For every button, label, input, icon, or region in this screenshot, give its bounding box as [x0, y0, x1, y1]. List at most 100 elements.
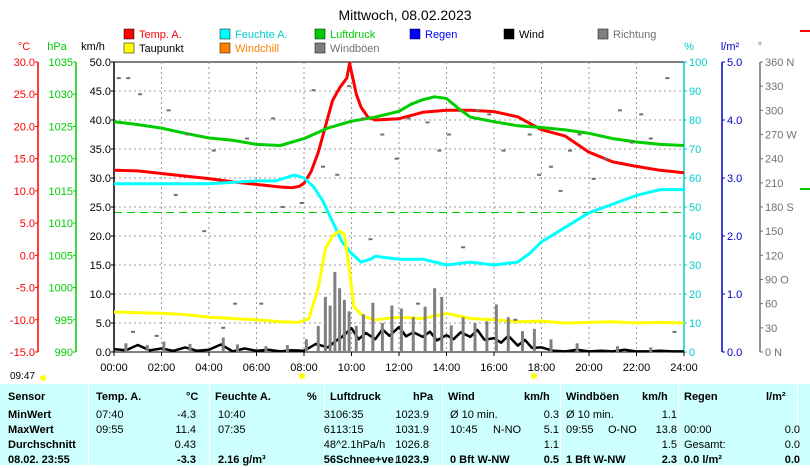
gust-bar — [380, 323, 384, 352]
cell-w-val: 5.1 — [543, 424, 559, 436]
col-separator — [560, 384, 561, 465]
header-temp-unit: °C — [186, 391, 199, 403]
legend-swatch — [597, 28, 609, 40]
gust-bar — [390, 305, 394, 352]
col-separator — [797, 384, 798, 465]
x-tick-label: 08:00 — [290, 362, 318, 374]
direction-point — [513, 318, 518, 321]
dir-tick-label: 360 N — [765, 57, 794, 69]
cell-h-time: 10:40 — [218, 409, 246, 421]
header-wind: Wind — [448, 391, 475, 403]
header-sensor: Sensor — [8, 391, 46, 403]
direction-point — [577, 133, 582, 136]
statistics-table: Sensor Temp. A. °C Feuchte A. % Luftdruc… — [0, 384, 810, 466]
sunset-marker — [531, 373, 537, 379]
gust-bar — [221, 337, 225, 352]
cell-t-val: 11.4 — [175, 424, 196, 436]
cell-t-time: 09:55 — [96, 424, 124, 436]
legend-swatch — [219, 28, 231, 40]
legend-swatch — [123, 28, 135, 40]
direction-point — [280, 206, 285, 208]
legend-swatch — [123, 42, 135, 54]
cell-g-val: 1.1 — [661, 409, 677, 421]
hum-tick-label: 100 — [689, 57, 707, 69]
direction-point — [568, 149, 572, 152]
chart-title: Mittwoch, 08.02.2023 — [338, 7, 471, 23]
legend-swatch — [314, 42, 326, 54]
x-tick-label: 12:00 — [385, 362, 413, 374]
cell-label: 08.02. 23:55 — [8, 454, 70, 466]
dir-tick-label: 0 N — [765, 347, 782, 359]
wind-tick-label: 45.0 — [90, 86, 111, 98]
direction-point — [437, 149, 442, 152]
wind-tick-label: 40.0 — [90, 115, 111, 127]
series-windb-en — [124, 271, 653, 352]
legend-label: Luftdruck — [330, 29, 376, 41]
cell-r-time: 0.0 l/m² — [684, 454, 722, 466]
gust-bar — [162, 341, 166, 352]
temp-tick-label: 20.0 — [14, 121, 35, 133]
rain-tick-label: 5.0 — [727, 57, 742, 69]
x-tick-label: 22:00 — [623, 362, 651, 374]
direction-point — [185, 133, 190, 136]
gust-bar — [423, 306, 427, 352]
gust-bar — [449, 325, 453, 352]
gust-bar — [316, 325, 320, 352]
direction-point — [347, 85, 352, 88]
sunrise-marker — [299, 373, 305, 379]
direction-point — [672, 330, 677, 333]
legend-label: Windböen — [330, 43, 380, 55]
direction-point — [259, 302, 264, 305]
hum-tick-label: 80 — [689, 115, 701, 127]
wind-tick-label: 5.0 — [96, 318, 111, 330]
cell-w-val: 0.5 — [543, 454, 559, 466]
x-tick-label: 06:00 — [243, 362, 271, 374]
x-tick-label: 10:00 — [338, 362, 366, 374]
header-hum-unit: % — [307, 391, 317, 403]
col-separator — [209, 384, 210, 465]
direction-point — [311, 89, 316, 92]
gust-bar — [338, 288, 342, 352]
temp-tick-label: -15.0 — [10, 347, 35, 359]
hum-tick-label: 0 — [689, 347, 695, 359]
header-wind-unit: km/h — [524, 391, 550, 403]
direction-point — [116, 77, 121, 80]
header-press: Luftdruck — [330, 391, 381, 403]
series-feuchte-a — [114, 173, 684, 267]
cell-r-time: 00:00 — [684, 424, 712, 436]
dir-tick-label: 270 W — [765, 130, 797, 142]
press-tick-label: 1035 — [49, 57, 73, 69]
gust-bar — [285, 345, 289, 352]
gust-bar — [342, 299, 346, 352]
cell-label: Durchschnitt — [8, 439, 76, 451]
direction-point — [461, 246, 466, 249]
press-tick-label: 995 — [55, 315, 73, 327]
col-separator — [88, 384, 89, 465]
gust-bar — [411, 317, 415, 352]
hum-tick-label: 90 — [689, 86, 701, 98]
direction-point — [406, 117, 411, 120]
wind-tick-label: 10.0 — [90, 289, 111, 301]
direction-point — [648, 137, 653, 140]
gust-bar — [236, 344, 239, 352]
weather-chart: Mittwoch, 08.02.2023 Temp. A. Feuchte A. L… — [10, 7, 810, 379]
gust-bar — [323, 296, 327, 352]
wind-tick-label: 25.0 — [90, 202, 111, 214]
cell-w-time: 0 Bft W-NW — [450, 454, 510, 466]
direction-point — [603, 157, 608, 160]
legend-swatch — [219, 42, 231, 54]
hum-tick-label: 40 — [689, 231, 701, 243]
gust-bar — [549, 339, 553, 352]
legend-label: Richtung — [613, 29, 656, 41]
gust-bar — [354, 325, 358, 352]
table-row: MinWert 07:40 -4.3 10:40 31 06:35 1023.9 Ø 10 m… — [0, 408, 810, 423]
dir-tick-label: 180 S — [765, 202, 794, 214]
cell-g-val: 2.3 — [661, 454, 677, 466]
direction-point — [629, 141, 634, 144]
wind-tick-label: 15.0 — [90, 260, 111, 272]
wind-tick-label: 20.0 — [90, 231, 111, 243]
hum-tick-label: 50 — [689, 202, 701, 214]
right-edge-green-marker — [800, 188, 810, 190]
temp-tick-label: 0.0 — [20, 250, 35, 262]
direction-point — [335, 173, 340, 176]
